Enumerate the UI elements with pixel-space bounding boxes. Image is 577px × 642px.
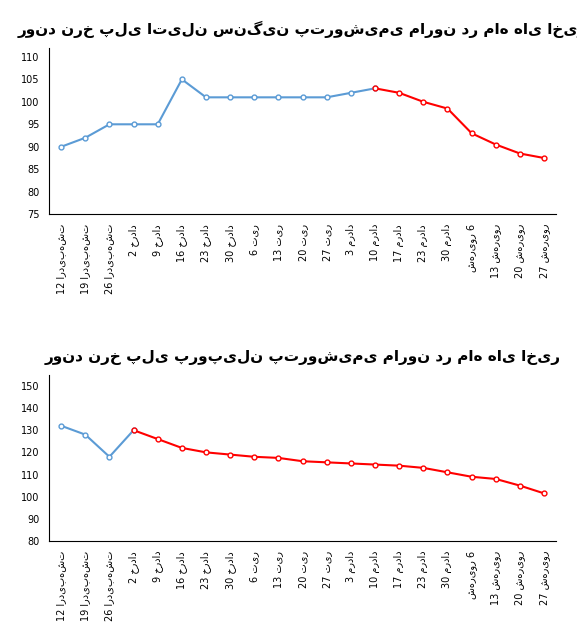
Title: روند نرخ پلی پروپیلن پتروشیمی مارون در ماه های اخیر: روند نرخ پلی پروپیلن پتروشیمی مارون در م… [44, 350, 561, 365]
Title: روند نرخ پلی اتیلن سنگین پتروشیمی مارون در ماه های اخیر: روند نرخ پلی اتیلن سنگین پتروشیمی مارون … [18, 21, 577, 38]
